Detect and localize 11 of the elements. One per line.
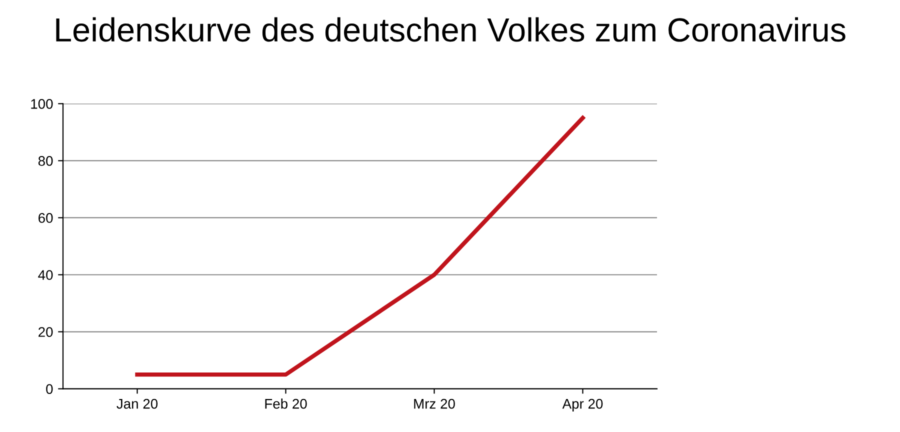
y-tick-label: 20 (38, 327, 53, 337)
chart-title: Leidenskurve des deutschen Volkes zum Coronavirus (56, 17, 846, 42)
y-tick-label: 40 (38, 270, 53, 280)
y-tick-label: 0 (46, 384, 53, 394)
x-tick-label: Jan 20 (116, 398, 158, 409)
x-tick-label: Apr 20 (562, 398, 603, 412)
x-tick-label: Feb 20 (265, 398, 307, 409)
y-tick-label: 80 (38, 156, 53, 166)
y-tick-label: 100 (31, 99, 53, 109)
y-tick-label: 60 (38, 213, 53, 223)
x-tick-label: Mrz 20 (414, 398, 455, 409)
